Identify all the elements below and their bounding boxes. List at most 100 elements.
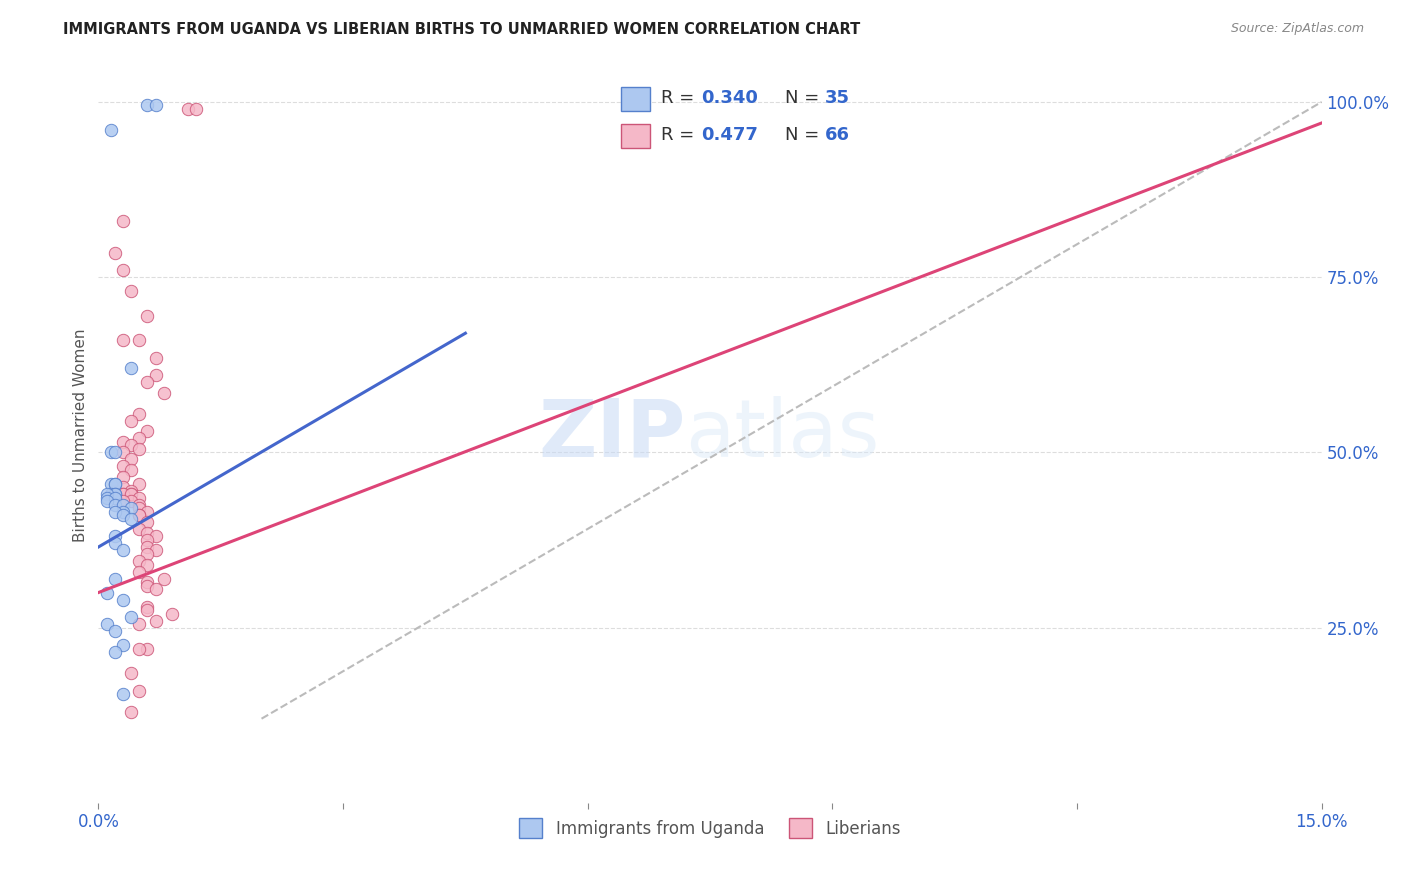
Point (136, 547, 159, 561)
Point (136, 599, 159, 614)
Point (104, 245, 127, 260)
Point (104, 483, 127, 498)
Point (104, 498, 127, 512)
Point (104, 491, 127, 505)
Point (128, 333, 150, 347)
Point (96, 617, 118, 632)
Point (104, 572, 127, 586)
Text: Source: ZipAtlas.com: Source: ZipAtlas.com (1230, 22, 1364, 36)
Point (111, 480, 134, 494)
Point (136, 540, 159, 554)
Point (100, 476, 122, 491)
Point (136, 558, 159, 572)
Point (177, 102, 200, 116)
Point (136, 578, 159, 592)
Point (128, 508, 150, 523)
Point (152, 572, 174, 586)
Point (100, 487, 122, 501)
Point (145, 614, 167, 628)
Point (111, 543, 134, 558)
Point (128, 523, 150, 537)
Point (128, 554, 150, 568)
Legend: Immigrants from Uganda, Liberians: Immigrants from Uganda, Liberians (510, 810, 910, 846)
Point (128, 407, 150, 421)
Point (104, 476, 127, 491)
Point (136, 533, 159, 547)
Point (104, 536, 127, 550)
Point (100, 123, 122, 137)
Point (128, 501, 150, 516)
Point (104, 476, 127, 491)
Point (128, 442, 150, 456)
Point (111, 508, 134, 523)
Point (136, 425, 159, 439)
Point (128, 476, 150, 491)
Point (136, 516, 159, 530)
Point (145, 368, 167, 383)
Point (136, 603, 159, 617)
Point (136, 376, 159, 390)
Point (96, 491, 118, 505)
Point (96, 487, 118, 501)
Point (136, 98, 159, 112)
Point (152, 385, 174, 400)
Point (120, 705, 142, 719)
Point (111, 487, 134, 501)
Point (136, 575, 159, 590)
Point (104, 445, 127, 459)
Point (100, 445, 122, 459)
Point (120, 414, 142, 428)
Point (111, 434, 134, 449)
Point (111, 505, 134, 519)
Point (120, 463, 142, 477)
Point (111, 470, 134, 484)
Point (111, 638, 134, 652)
Point (128, 683, 150, 698)
Point (136, 525, 159, 540)
Point (145, 98, 167, 112)
Point (128, 508, 150, 523)
Point (104, 645, 127, 659)
Point (120, 487, 142, 501)
Point (111, 333, 134, 347)
Point (104, 487, 127, 501)
Point (104, 487, 127, 501)
Point (128, 491, 150, 505)
Point (120, 483, 142, 498)
Point (128, 431, 150, 445)
Point (120, 284, 142, 298)
Point (120, 610, 142, 624)
Text: ZIP: ZIP (538, 396, 686, 474)
Point (120, 452, 142, 467)
Point (136, 641, 159, 656)
Point (120, 666, 142, 681)
Text: atlas: atlas (686, 396, 880, 474)
Point (128, 641, 150, 656)
Point (111, 214, 134, 228)
Point (145, 543, 167, 558)
Point (120, 501, 142, 516)
Text: IMMIGRANTS FROM UGANDA VS LIBERIAN BIRTHS TO UNMARRIED WOMEN CORRELATION CHART: IMMIGRANTS FROM UGANDA VS LIBERIAN BIRTH… (63, 22, 860, 37)
Point (104, 624, 127, 639)
Point (111, 687, 134, 701)
Point (96, 585, 118, 599)
Point (120, 494, 142, 508)
Point (120, 361, 142, 376)
Point (120, 438, 142, 452)
Point (120, 487, 142, 501)
Point (111, 459, 134, 474)
Point (186, 102, 208, 116)
Point (120, 512, 142, 526)
Point (104, 505, 127, 519)
Point (128, 565, 150, 579)
Point (104, 529, 127, 543)
Point (111, 494, 134, 508)
Point (111, 487, 134, 501)
Point (111, 592, 134, 607)
Point (111, 498, 134, 512)
Point (136, 309, 159, 323)
Point (145, 529, 167, 543)
Point (111, 263, 134, 277)
Point (145, 351, 167, 365)
Point (145, 582, 167, 596)
